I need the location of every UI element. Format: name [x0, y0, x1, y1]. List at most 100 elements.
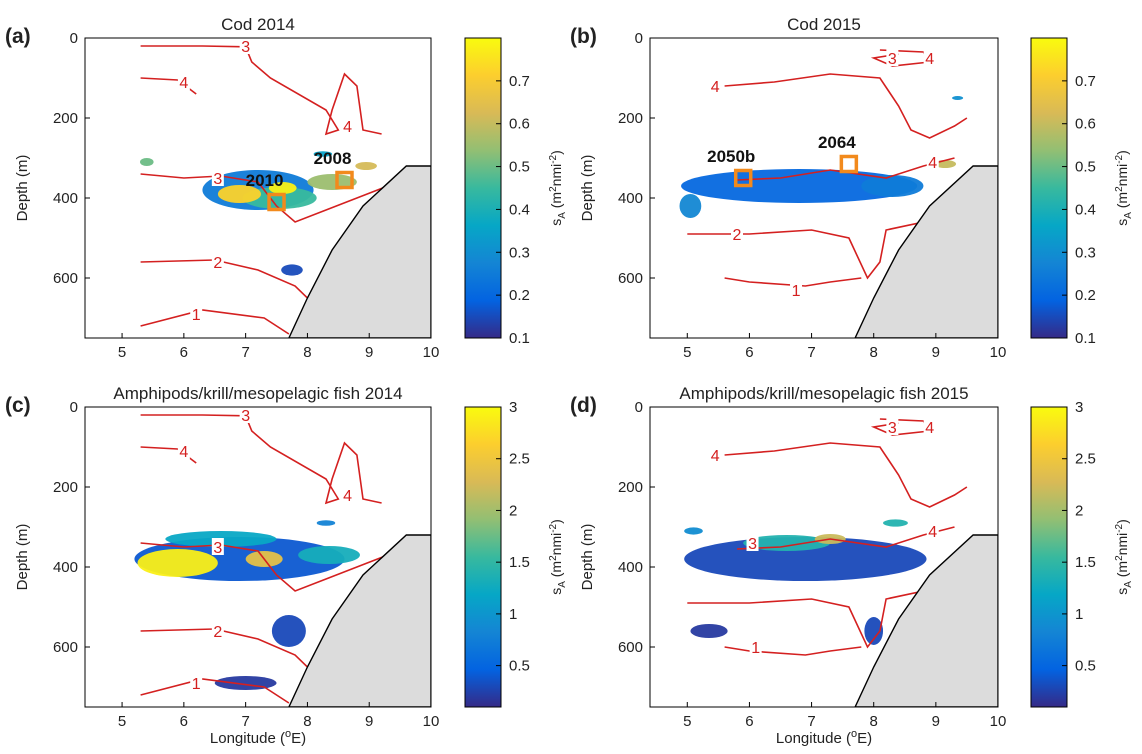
colorbar-scale	[464, 406, 502, 708]
contour-line	[724, 277, 862, 287]
contour-label-bg	[886, 49, 899, 66]
contour-label-bg	[790, 281, 803, 298]
x-tick-label: 9	[365, 344, 373, 361]
contour-line	[140, 446, 197, 464]
contour-line	[724, 442, 968, 508]
x-tick-label: 5	[118, 713, 126, 730]
contour-label: 3	[748, 536, 757, 553]
colorbar-label: sA (m2nmi-2)	[548, 150, 568, 226]
panel-label: (b)	[570, 25, 597, 48]
x-tick-label: 8	[870, 713, 878, 730]
density-patch	[681, 169, 918, 203]
density-patch	[861, 175, 924, 197]
contour-line	[140, 678, 290, 704]
contour-label-bg	[749, 638, 762, 655]
plot-area: 3 4 4 3 2 1	[85, 38, 431, 338]
colorbar: 0.5 1 1.5 2 2.5 3 sA (m2nmi-2)	[1030, 399, 1134, 708]
panel-title: Cod 2015	[787, 15, 861, 34]
axes-frame	[84, 406, 432, 708]
x-tick-label: 7	[241, 344, 249, 361]
contour-label: 4	[925, 420, 934, 437]
y-tick-label: 600	[53, 270, 78, 287]
colorbar: 0.1 0.2 0.3 0.4 0.5 0.6 0.7 sA (m2nmi-2)	[464, 37, 568, 347]
colorbar-tick-label: 0.2	[1075, 287, 1096, 304]
colorbar-tick-label: 0.5	[1075, 159, 1096, 176]
density-patch	[864, 617, 884, 645]
contour-line	[140, 309, 290, 335]
x-tick-label: 10	[990, 344, 1007, 361]
panel-title: Amphipods/krill/mesopelagic fish 2014	[113, 384, 402, 403]
colorbar-tick-label: 3	[509, 399, 517, 416]
contour-label-bg	[341, 486, 354, 503]
panel-a: 3 4 4 3 2 1 2010 2008 5 6 7 8 9 10 0 200 400 600 Cod 2014 (…	[5, 15, 568, 361]
panel-title: Cod 2014	[221, 15, 295, 34]
panel-label: (a)	[5, 25, 31, 48]
contour-label: 1	[792, 283, 801, 300]
contour-label-bg	[746, 534, 759, 551]
colorbar-label: sA (m2nmi-2)	[1114, 150, 1134, 226]
axes-frame	[649, 37, 999, 339]
contour-label-bg	[709, 446, 722, 463]
density-patch	[355, 162, 377, 170]
axes-frame	[649, 406, 999, 708]
colorbar-tick-label: 0.3	[1075, 244, 1096, 261]
contour-label: 3	[213, 540, 222, 557]
contour-label: 4	[711, 448, 720, 465]
density-patch	[139, 158, 154, 166]
colorbar-tick-label: 0.7	[1075, 73, 1096, 90]
x-tick-label: 10	[990, 713, 1007, 730]
plot-area: 3 4 4 3 4 1	[650, 407, 998, 707]
colorbar-tick-label: 0.5	[1075, 658, 1096, 675]
y-tick-label: 400	[53, 559, 78, 576]
x-tick-label: 9	[932, 344, 940, 361]
x-tick-label: 6	[745, 344, 753, 361]
contour-label-bg	[211, 538, 224, 555]
density-patch	[690, 624, 728, 638]
colorbar-scale	[1030, 406, 1068, 708]
contour-line	[724, 73, 968, 139]
contour-label: 3	[888, 420, 897, 437]
colorbar-tick-label: 1	[1075, 606, 1083, 623]
x-tick-label: 6	[180, 713, 188, 730]
contour-label: 3	[213, 171, 222, 188]
density-patch	[313, 151, 333, 157]
plot-area: 3 4 4 3 2 1	[85, 407, 431, 707]
station-label: 2010	[246, 171, 284, 190]
panel-label: (c)	[5, 394, 31, 417]
y-tick-label: 200	[618, 110, 643, 127]
y-tick-label: 200	[53, 110, 78, 127]
contour-label-bg	[177, 442, 190, 459]
colorbar-tick-label: 2.5	[509, 451, 530, 468]
seabed-land	[854, 165, 998, 338]
colorbar-tick-label: 0.7	[509, 73, 530, 90]
contour-label: 3	[241, 408, 250, 425]
y-tick-label: 600	[53, 639, 78, 656]
density-patch	[679, 194, 702, 218]
y-tick-label: 400	[618, 190, 643, 207]
density-patch	[316, 520, 336, 526]
x-tick-label: 6	[180, 344, 188, 361]
colorbar-tick-label: 0.6	[1075, 116, 1096, 133]
station-marker	[335, 170, 354, 190]
x-axis-label: Longitude (oE)	[776, 728, 872, 747]
x-tick-label: 5	[683, 713, 691, 730]
station-label: 2050b	[707, 147, 755, 166]
colorbar: 0.5 1 1.5 2 2.5 3 sA (m2nmi-2)	[464, 399, 568, 708]
contour-line	[724, 646, 862, 656]
x-tick-label: 7	[807, 344, 815, 361]
contour-label-bg	[923, 49, 936, 66]
contour-line	[140, 173, 389, 223]
plot-area: 3 4 4 4 2 1	[650, 38, 998, 338]
contour-label: 2	[213, 255, 222, 272]
contour-label: 1	[192, 307, 201, 324]
y-axis-label: Depth (m)	[14, 155, 31, 222]
x-tick-label: 8	[870, 344, 878, 361]
contour-label-bg	[926, 153, 939, 170]
colorbar-tick-label: 3	[1075, 399, 1083, 416]
density-patch	[883, 519, 908, 527]
colorbar-tick-label: 0.3	[509, 244, 530, 261]
contour-label-bg	[190, 305, 203, 322]
seabed-land	[288, 165, 431, 338]
colorbar-label: sA (m2nmi-2)	[1114, 519, 1134, 595]
x-tick-label: 9	[932, 713, 940, 730]
